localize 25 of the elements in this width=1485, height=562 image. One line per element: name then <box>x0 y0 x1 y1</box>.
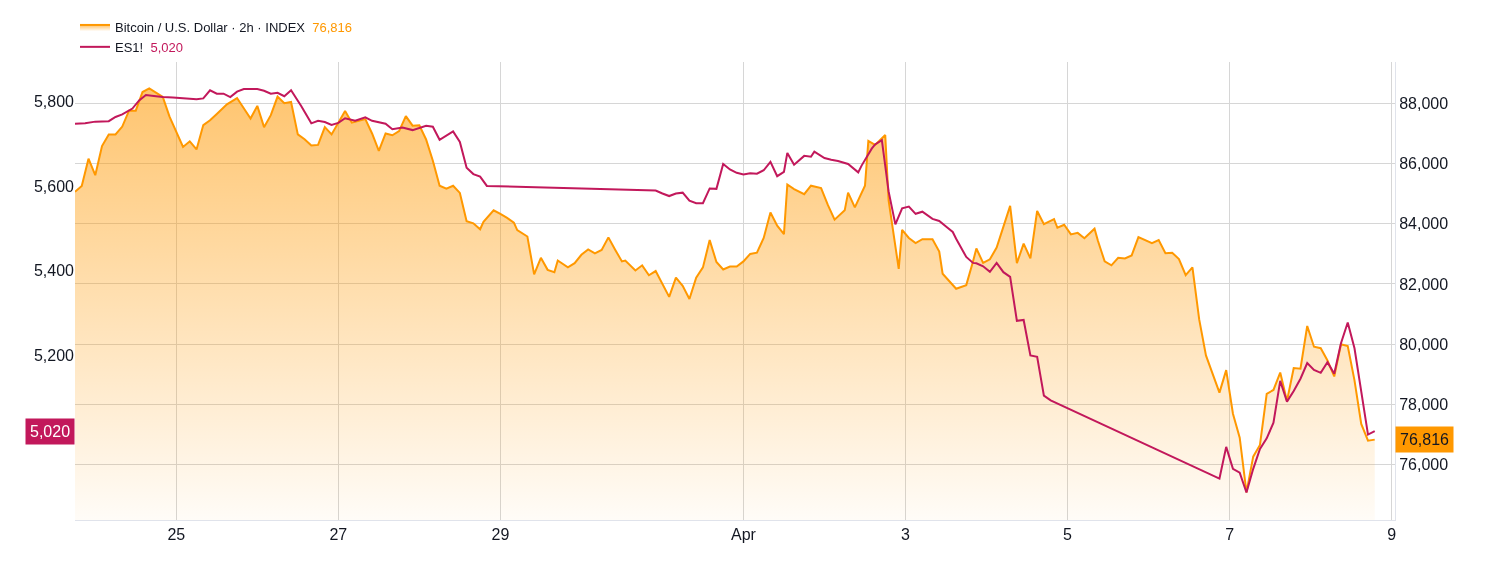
y-tick-label: 5,400 <box>33 262 75 280</box>
y-tick-label: 5,600 <box>33 177 75 195</box>
x-tick-label: 5 <box>1063 526 1073 544</box>
x-tick-label: 25 <box>167 526 186 544</box>
text: 5,020 <box>150 39 183 55</box>
x-tick-label: 3 <box>901 526 911 544</box>
text: 76,816 <box>312 20 352 36</box>
y2-tick-label: 82,000 <box>1399 275 1449 293</box>
text: 76,816 <box>1400 431 1450 448</box>
text: 5,020 <box>30 423 71 440</box>
y-tick-label: 5,800 <box>33 92 75 110</box>
x-tick-label: 27 <box>329 526 348 544</box>
x-tick-label: 29 <box>491 526 510 544</box>
y2-tick-label: 80,000 <box>1399 335 1449 353</box>
legend-label: ES1! <box>115 39 144 55</box>
legend-label: Bitcoin / U.S. Dollar · 2h · INDEX <box>115 20 305 36</box>
x-tick-label: Apr <box>730 526 757 544</box>
x-tick-label: 9 <box>1387 526 1397 544</box>
x-tick-label: 7 <box>1225 526 1235 544</box>
y-tick-label: 5,200 <box>33 346 75 364</box>
y2-tick-label: 88,000 <box>1399 95 1449 113</box>
y2-tick-label: 78,000 <box>1399 395 1449 413</box>
y2-tick-label: 76,000 <box>1399 455 1449 473</box>
y2-tick-label: 86,000 <box>1399 155 1449 173</box>
y2-tick-label: 84,000 <box>1399 215 1449 233</box>
